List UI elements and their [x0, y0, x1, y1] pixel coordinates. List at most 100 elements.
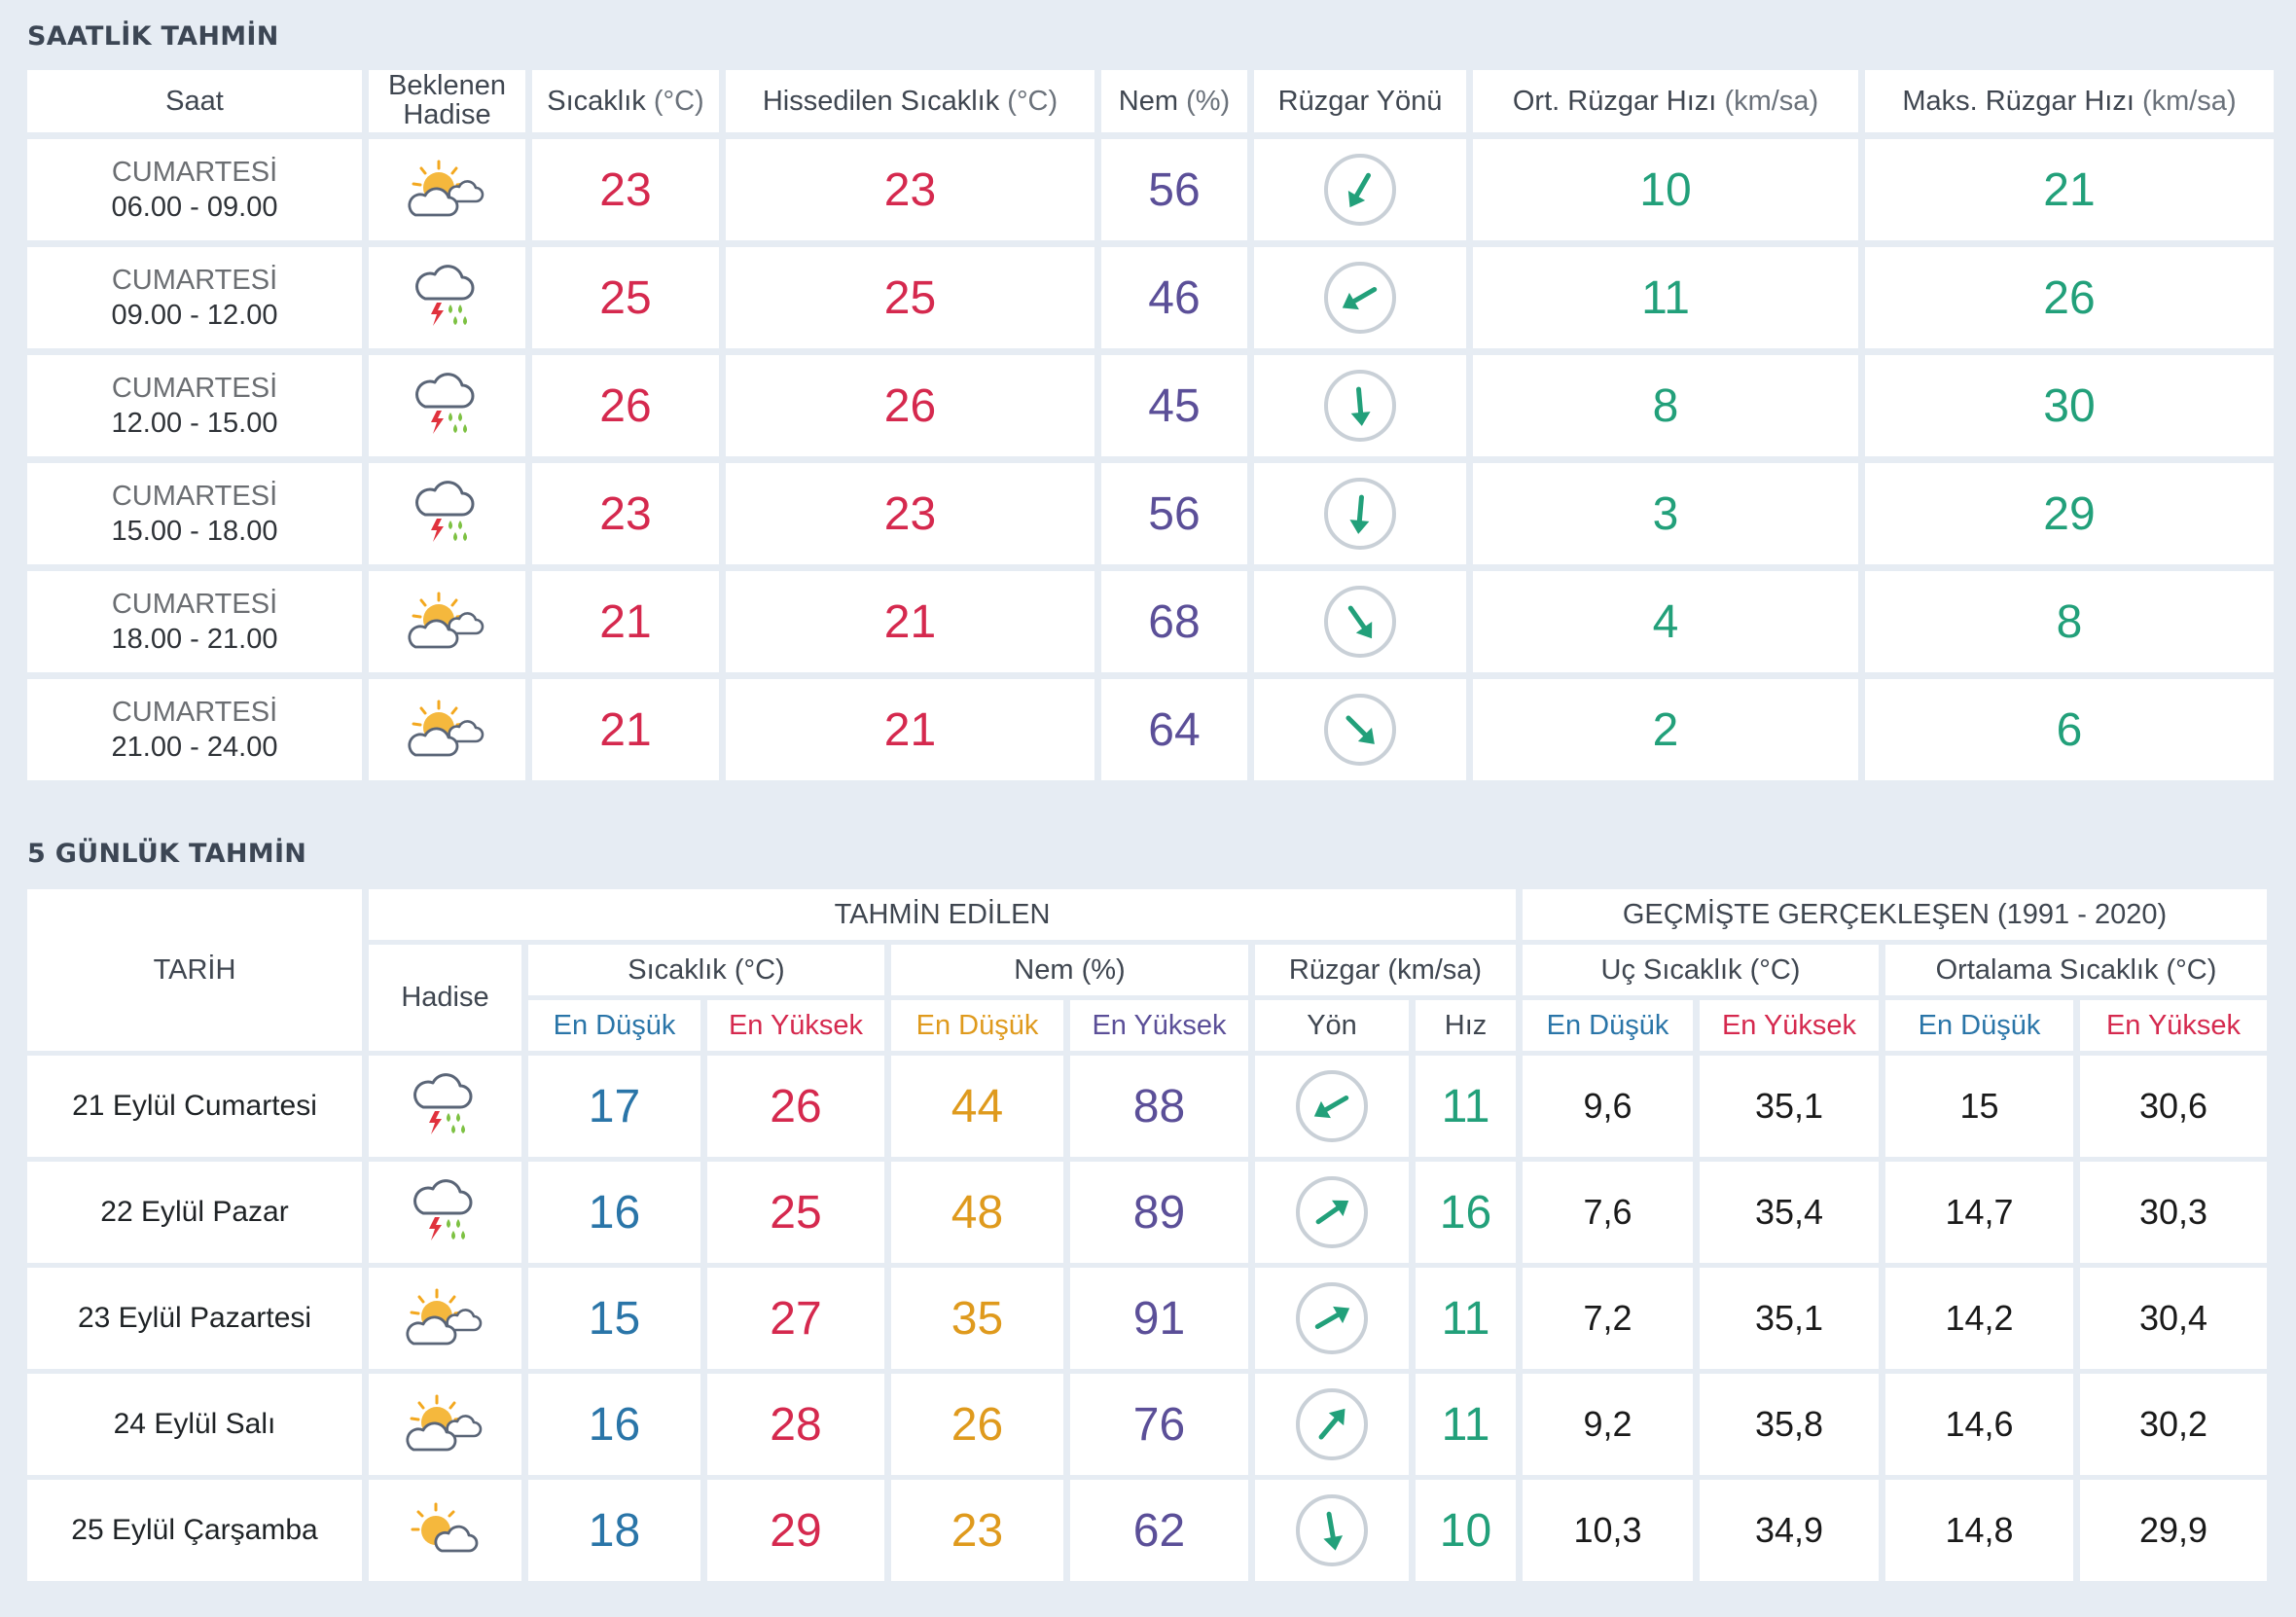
daily-wind-speed: 11: [1416, 1268, 1516, 1369]
daily-header-event: Hadise: [369, 945, 521, 1051]
hourly-table: Saat Beklenen Hadise Sıcaklık (°C) Hissed…: [27, 70, 2296, 780]
hourly-header-wind-avg: Ort. Rüzgar Hızı (km/sa): [1473, 70, 1858, 132]
daily-date: 22 Eylül Pazar: [27, 1162, 362, 1263]
daily-temp-high: 28: [707, 1374, 884, 1475]
wind-direction-arrow-icon: [1322, 152, 1398, 228]
hourly-feels-value: 21: [883, 595, 937, 648]
hourly-header-wind-max: Maks. Rüzgar Hızı (km/sa): [1865, 70, 2274, 132]
hourly-wind-max: 29: [1865, 463, 2274, 564]
hourly-feels: 21: [726, 679, 1094, 780]
daily-extreme-high-value: 35,4: [1754, 1192, 1824, 1232]
daily-date: 24 Eylül Salı: [27, 1374, 362, 1475]
daily-average-low: 14,7: [1885, 1162, 2073, 1263]
daily-average-high: 30,4: [2080, 1268, 2267, 1369]
daily-average-low: 15: [1885, 1056, 2073, 1157]
daily-extreme-low-value: 7,6: [1583, 1192, 1632, 1232]
hourly-time-cell: CUMARTESİ 21.00 - 24.00: [27, 679, 362, 780]
daily-wind-speed: 11: [1416, 1374, 1516, 1475]
daily-average-low: 14,8: [1885, 1480, 2073, 1581]
daily-extreme-high: 34,9: [1700, 1480, 1879, 1581]
daily-date: 21 Eylül Cumartesi: [27, 1056, 362, 1157]
daily-temp-high-value: 28: [770, 1398, 822, 1451]
daily-extreme-low: 10,3: [1523, 1480, 1693, 1581]
hourly-feels: 21: [726, 571, 1094, 672]
hourly-section-title: SAATLİK TAHMİN: [27, 21, 279, 52]
hourly-wind-max-value: 6: [2056, 703, 2083, 756]
daily-event-cell: [369, 1268, 521, 1369]
hourly-day: CUMARTESİ: [111, 372, 278, 404]
hourly-wind-max: 6: [1865, 679, 2274, 780]
daily-average-low: 14,6: [1885, 1374, 2073, 1475]
hourly-day: CUMARTESİ: [111, 696, 278, 728]
daily-date-value: 25 Eylül Çarşamba: [71, 1514, 318, 1546]
wind-direction-arrow-icon: [1322, 260, 1398, 336]
hourly-wind-max-value: 21: [2043, 163, 2096, 216]
daily-humidity-low-value: 35: [951, 1292, 1004, 1345]
daily-header-wind-dir: Yön: [1255, 1000, 1409, 1051]
hourly-feels: 23: [726, 463, 1094, 564]
daily-average-high: 30,2: [2080, 1374, 2267, 1475]
daily-event-cell: [369, 1162, 521, 1263]
thunderstorm-rain-icon: [412, 480, 484, 548]
hourly-event-cell: [369, 355, 525, 456]
hourly-wind-avg-value: 2: [1652, 703, 1679, 756]
hourly-time-cell: CUMARTESİ 09.00 - 12.00: [27, 247, 362, 348]
wind-direction-arrow-icon: [1294, 1386, 1370, 1462]
daily-humidity-high: 62: [1070, 1480, 1248, 1581]
hourly-wind-avg: 4: [1473, 571, 1858, 672]
hourly-day: CUMARTESİ: [111, 264, 278, 296]
daily-average-high: 30,6: [2080, 1056, 2267, 1157]
hourly-header-wind-dir: Rüzgar Yönü: [1254, 70, 1466, 132]
daily-wind-speed: 10: [1416, 1480, 1516, 1581]
daily-temp-low: 16: [528, 1374, 700, 1475]
daily-wind-speed: 16: [1416, 1162, 1516, 1263]
hourly-feels: 23: [726, 139, 1094, 240]
hourly-event-cell: [369, 463, 525, 564]
hourly-wind-dir: [1254, 571, 1466, 672]
hourly-humidity-value: 56: [1148, 487, 1201, 540]
daily-temp-high-value: 25: [770, 1186, 822, 1239]
daily-humidity-low-value: 26: [951, 1398, 1004, 1451]
hourly-feels-value: 23: [883, 487, 937, 540]
daily-wind-dir: [1255, 1056, 1409, 1157]
hourly-range: 12.00 - 15.00: [111, 408, 278, 439]
daily-temp-low-value: 17: [588, 1080, 641, 1132]
daily-wind-speed-value: 11: [1441, 1398, 1490, 1451]
hourly-wind-max-value: 30: [2043, 379, 2096, 432]
hourly-temp-value: 23: [599, 163, 652, 216]
hourly-temp: 23: [532, 463, 719, 564]
daily-extreme-high-value: 34,9: [1754, 1510, 1824, 1550]
daily-average-low-value: 14,8: [1945, 1510, 2014, 1550]
daily-extreme-low: 7,6: [1523, 1162, 1693, 1263]
daily-wind-dir: [1255, 1268, 1409, 1369]
daily-temp-high: 27: [707, 1268, 884, 1369]
daily-event-cell: [369, 1056, 521, 1157]
sun-cloud-icon: [407, 1500, 484, 1561]
hourly-feels: 25: [726, 247, 1094, 348]
daily-date-value: 22 Eylül Pazar: [100, 1196, 289, 1228]
hourly-wind-max: 21: [1865, 139, 2274, 240]
daily-average-high-value: 30,4: [2138, 1298, 2208, 1338]
hourly-temp-value: 25: [599, 271, 652, 324]
hourly-humidity: 64: [1101, 679, 1247, 780]
daily-date-value: 21 Eylül Cumartesi: [72, 1090, 317, 1122]
hourly-temp-value: 23: [599, 487, 652, 540]
daily-header-extreme: Uç Sıcaklık (°C): [1523, 945, 1879, 995]
daily-temp-high-value: 29: [770, 1504, 822, 1557]
daily-temp-high: 26: [707, 1056, 884, 1157]
daily-header-temp: Sıcaklık (°C): [528, 945, 884, 995]
daily-average-high-value: 30,6: [2138, 1086, 2208, 1126]
hourly-wind-avg-value: 11: [1641, 271, 1690, 324]
daily-header-temp-high: En Yüksek: [707, 1000, 884, 1051]
daily-header-average: Ortalama Sıcaklık (°C): [1885, 945, 2267, 995]
hourly-wind-dir: [1254, 247, 1466, 348]
daily-extreme-high: 35,8: [1700, 1374, 1879, 1475]
daily-temp-high: 29: [707, 1480, 884, 1581]
daily-extreme-low-value: 9,2: [1583, 1404, 1632, 1444]
daily-humidity-high-value: 88: [1132, 1080, 1186, 1132]
daily-average-low-value: 15: [1959, 1086, 1999, 1126]
daily-humidity-low-value: 23: [951, 1504, 1004, 1557]
daily-average-high-value: 30,2: [2138, 1404, 2208, 1444]
daily-header-extreme-low: En Düşük: [1523, 1000, 1693, 1051]
hourly-event-cell: [369, 139, 525, 240]
